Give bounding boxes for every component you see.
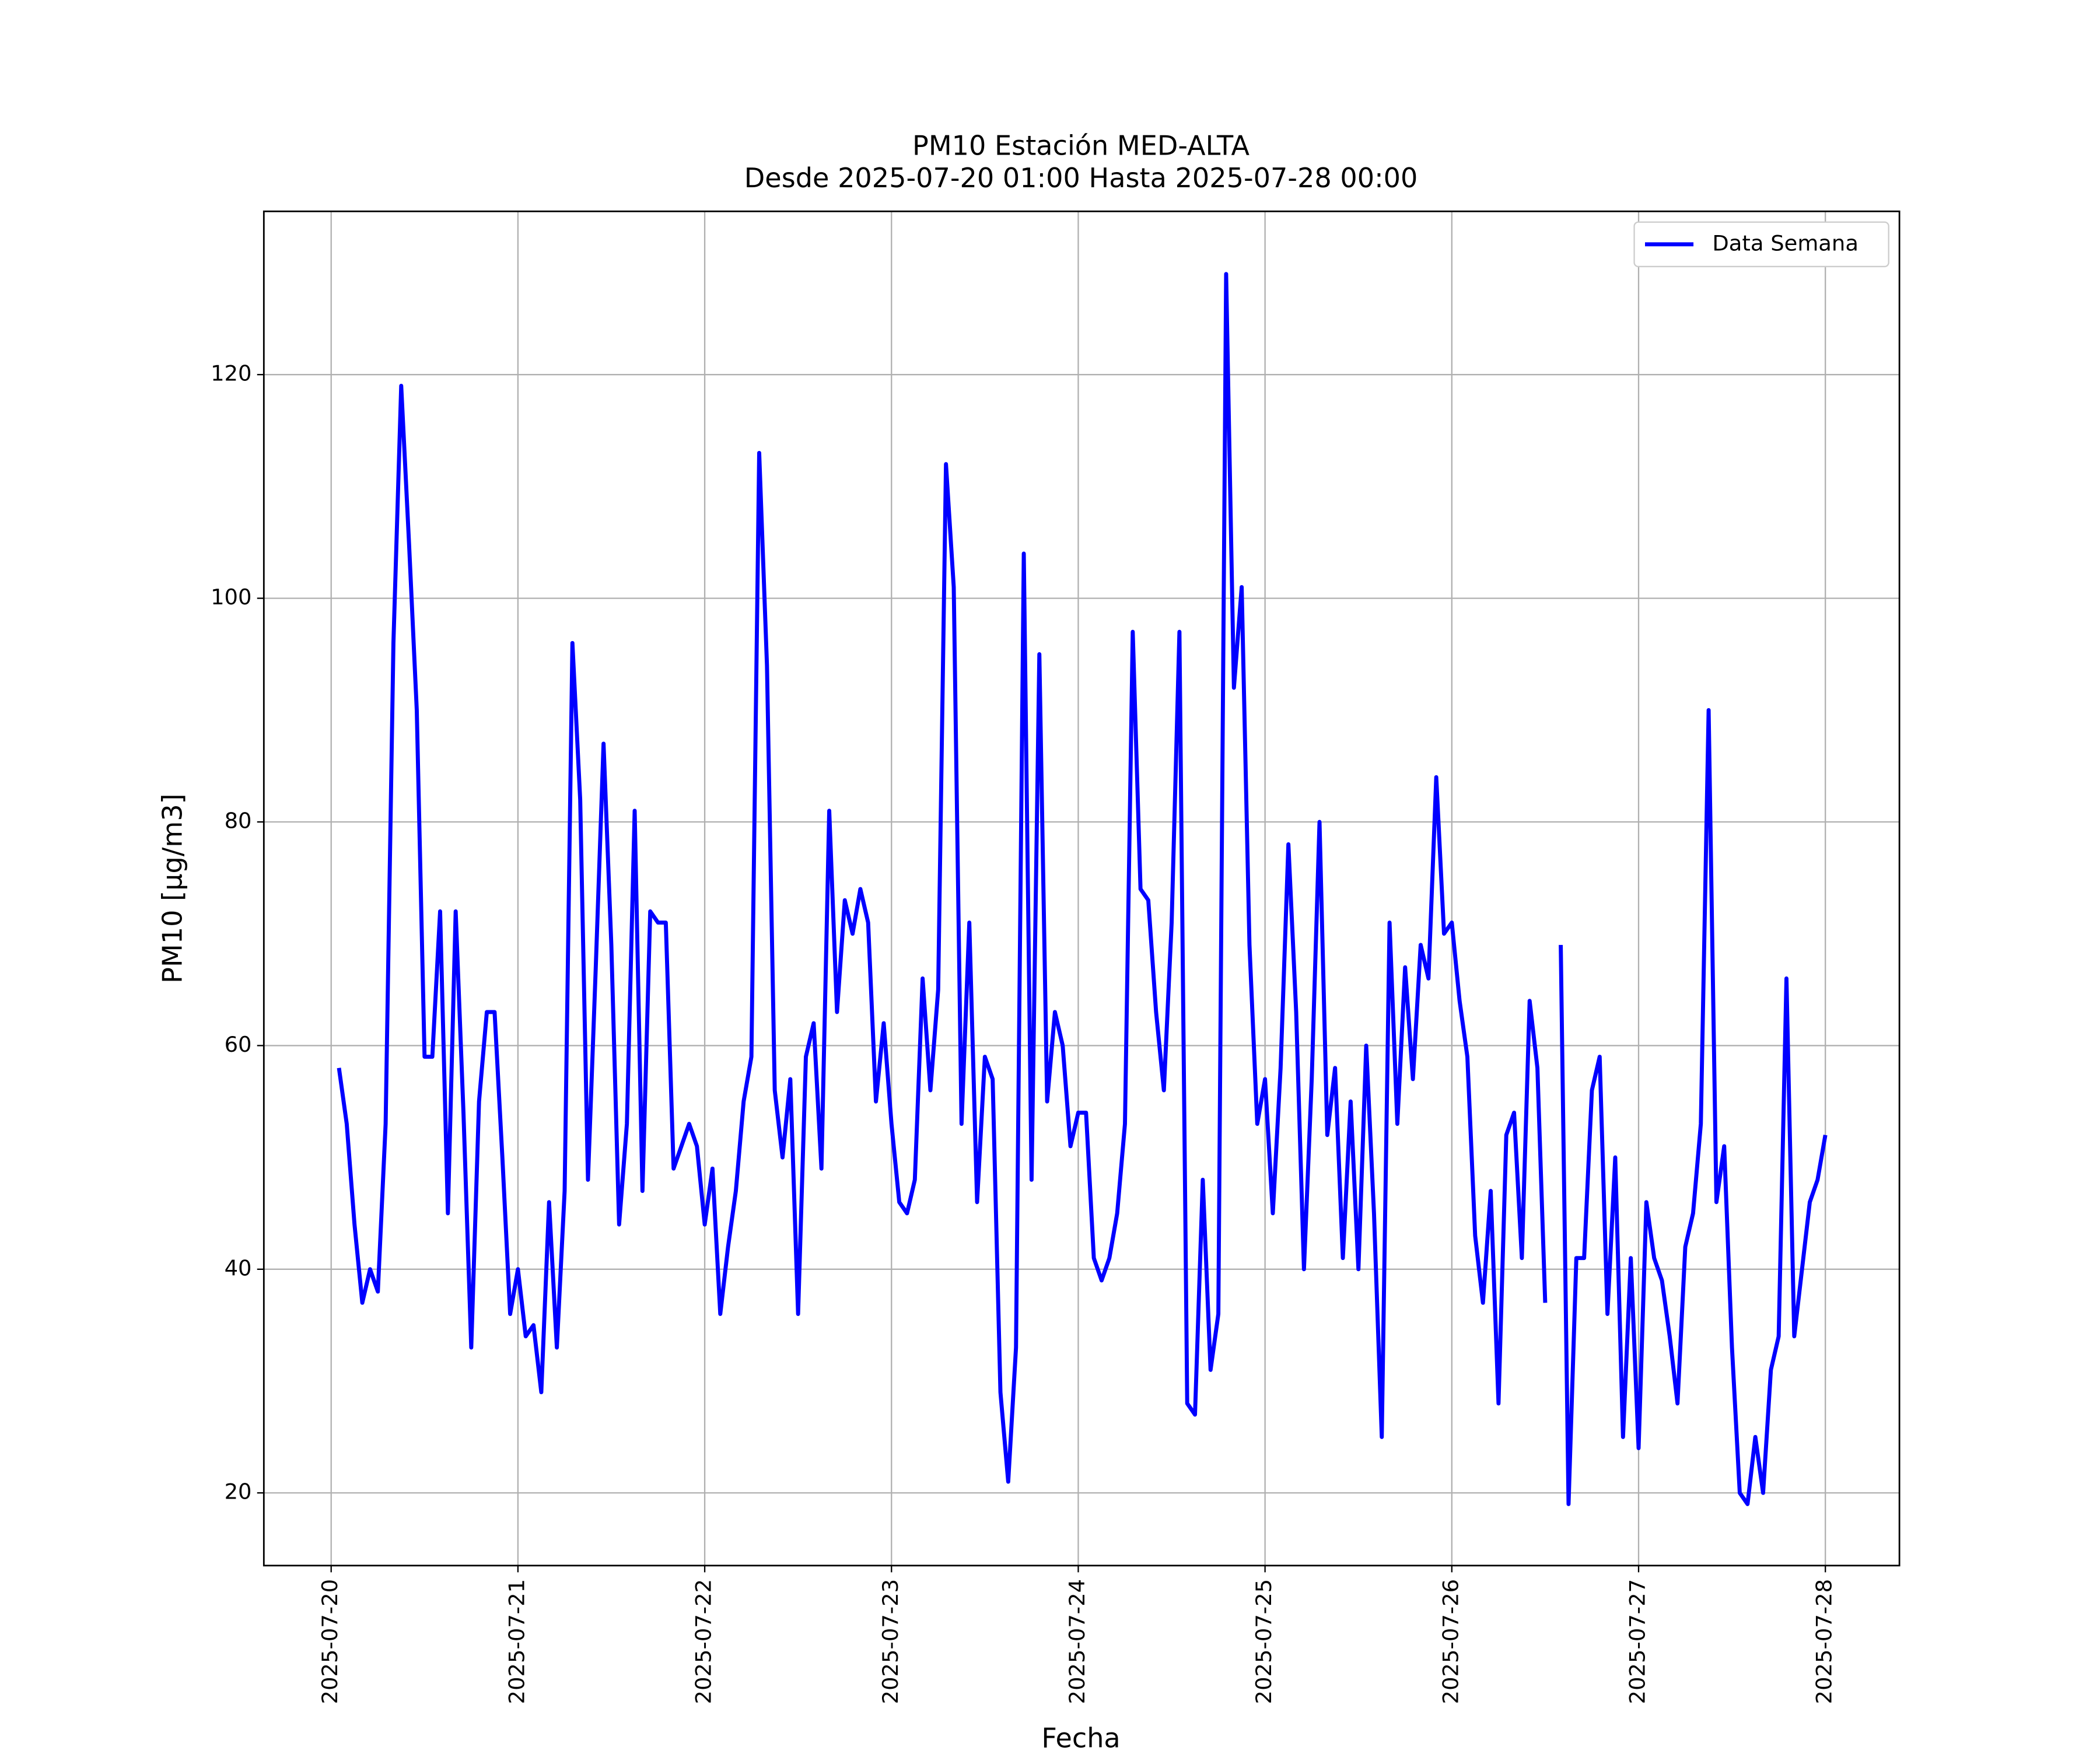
legend-label: Data Semana (1712, 230, 1859, 256)
x-tick-label: 2025-07-21 (504, 1579, 529, 1704)
y-tick-label: 80 (225, 808, 252, 834)
x-tick-label: 2025-07-27 (1625, 1579, 1650, 1704)
x-tick-label: 2025-07-24 (1065, 1579, 1090, 1704)
x-axis-label: Fecha (1041, 1722, 1120, 1750)
plot-frame (262, 210, 1901, 1567)
y-tick-label: 120 (211, 361, 251, 386)
x-tick-label: 2025-07-23 (878, 1579, 903, 1704)
chart-title: PM10 Estación MED-ALTA (912, 130, 1250, 161)
y-tick-label: 40 (225, 1255, 252, 1280)
legend-box (1633, 221, 1889, 268)
x-tick-label: 2025-07-28 (1812, 1579, 1837, 1704)
chart-subtitle: Desde 2025-07-20 01:00 Hasta 2025-07-28 … (744, 162, 1418, 194)
x-tick-label: 2025-07-22 (691, 1579, 716, 1704)
data-line (337, 272, 1828, 1506)
y-tick-label: 20 (225, 1479, 252, 1504)
y-tick-label: 60 (225, 1032, 252, 1057)
x-tick-label: 2025-07-20 (317, 1579, 342, 1704)
y-tick-label: 100 (211, 584, 251, 610)
x-tick-label: 2025-07-26 (1438, 1579, 1463, 1704)
x-tick-label: 2025-07-25 (1251, 1579, 1276, 1704)
y-axis-label: PM10 [μg/m3] (157, 793, 188, 984)
